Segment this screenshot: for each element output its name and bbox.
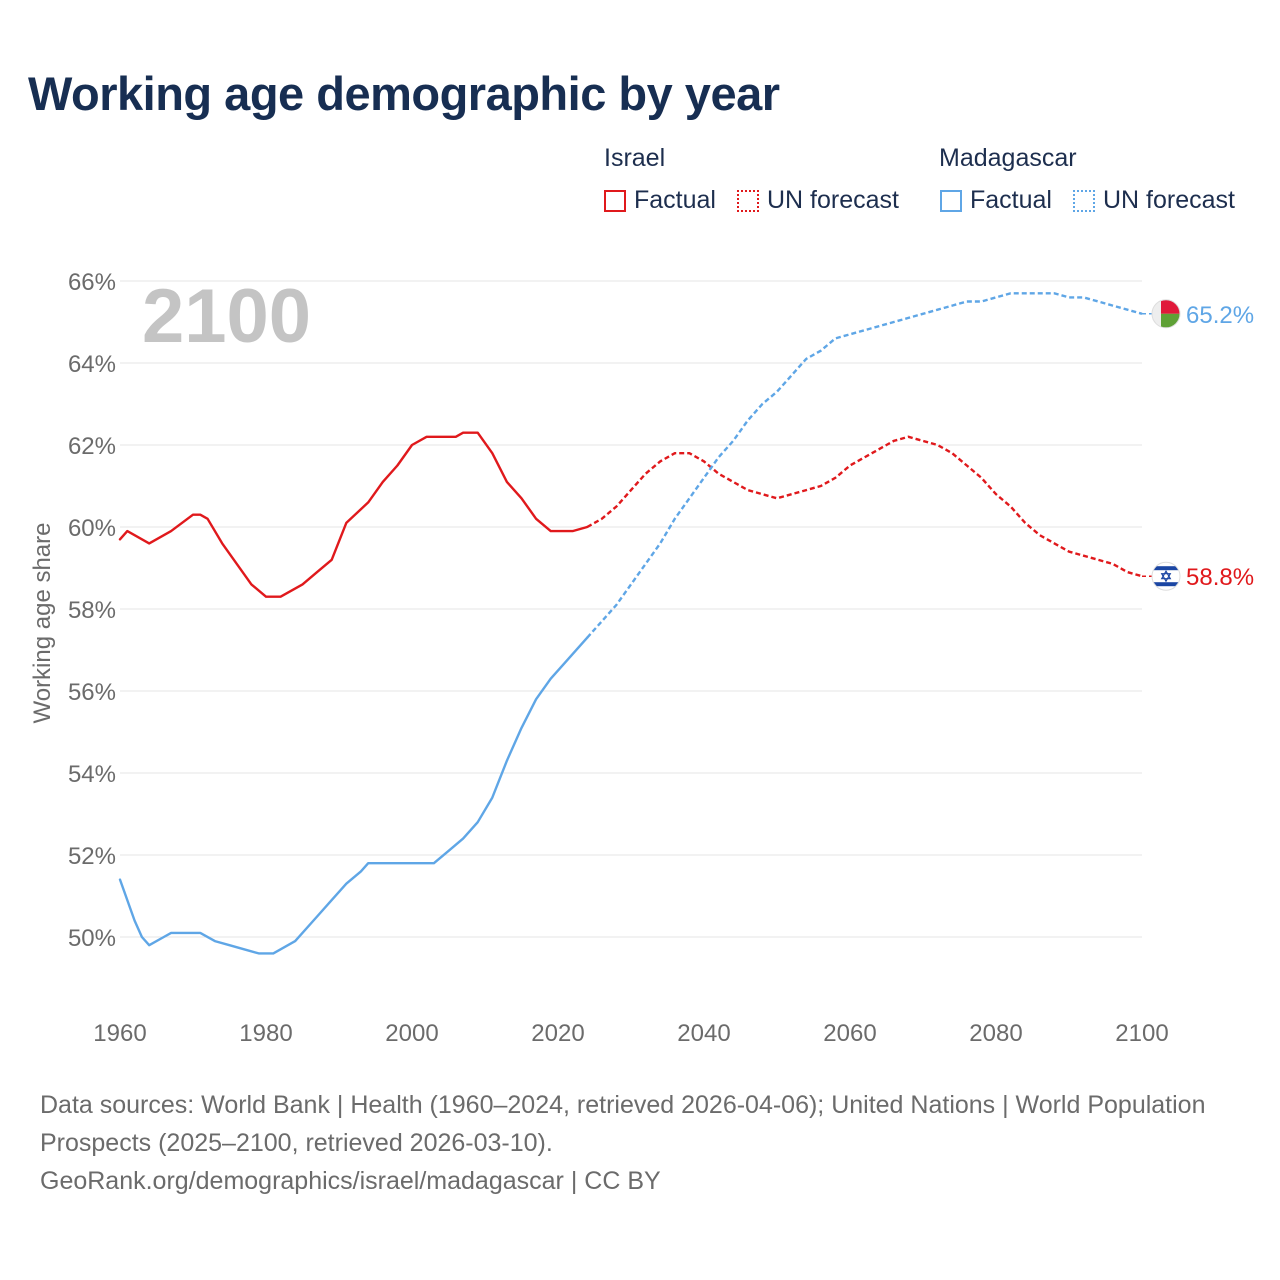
legend-item-israel-forecast[interactable]: UN forecast: [737, 186, 899, 215]
end-value-label-israel: 58.8%: [1186, 564, 1254, 591]
legend-swatch-israel-forecast: [737, 189, 759, 212]
footer: Data sources: World Bank | Health (1960–…: [40, 1086, 1240, 1200]
x-tick-label: 2100: [1115, 1020, 1168, 1047]
legend-group-madagascar: Madagascar: [939, 144, 1077, 172]
y-tick-label: 58%: [68, 597, 116, 624]
legend-swatch-israel-factual: [604, 189, 626, 212]
legend-group-israel: Israel: [604, 144, 666, 172]
chart-grid: [120, 280, 1142, 938]
y-tick-label: 54%: [68, 761, 116, 788]
series-lines: [118, 292, 1143, 955]
legend-swatch-madagascar-factual: [940, 189, 962, 212]
series-line-madagascar-factual: [118, 636, 589, 955]
x-tick-label: 2060: [823, 1020, 876, 1047]
series-line-israel-factual: [118, 431, 589, 598]
end-value-label-madagascar: 65.2%: [1186, 302, 1254, 329]
legend-label-israel-factual: Factual: [634, 186, 716, 214]
x-tick-label: 1960: [93, 1020, 146, 1047]
x-tick-label: 2020: [531, 1020, 584, 1047]
year-watermark: 2100: [142, 274, 311, 359]
legend-label-israel-forecast: UN forecast: [767, 186, 899, 214]
x-tick-label: 2080: [969, 1020, 1022, 1047]
madagascar-flag-icon: [1151, 299, 1181, 329]
x-tick-label: 2040: [677, 1020, 730, 1047]
legend-item-madagascar-factual[interactable]: Factual: [940, 186, 1052, 215]
data-sources: Data sources: World Bank | Health (1960–…: [40, 1091, 1206, 1157]
end-markers: 58.8% 65.2%: [1142, 299, 1254, 591]
legend-item-madagascar-forecast[interactable]: UN forecast: [1073, 186, 1235, 215]
y-axis-label: Working age share: [29, 523, 56, 724]
y-tick-label: 50%: [68, 925, 116, 952]
page-title: Working age demographic by year: [28, 67, 780, 120]
y-tick-label: 62%: [68, 433, 116, 460]
legend-item-israel-factual[interactable]: Factual: [604, 186, 716, 215]
y-tick-label: 56%: [68, 679, 116, 706]
israel-flag-icon: [1151, 561, 1181, 591]
x-axis-ticks: 1960 1980 2000 2020 2040 2060 2080 2100: [93, 1020, 1168, 1047]
y-axis-ticks: 50% 52% 54% 56% 58% 60% 62% 64% 66%: [68, 269, 116, 952]
series-line-israel-forecast: [586, 435, 1143, 578]
y-tick-label: 52%: [68, 843, 116, 870]
legend-label-madagascar-factual: Factual: [970, 186, 1052, 214]
legend-label-madagascar-forecast: UN forecast: [1103, 186, 1235, 214]
credit-link[interactable]: GeoRank.org/demographics/israel/madagasc…: [40, 1167, 661, 1195]
series-line-madagascar-forecast: [586, 292, 1143, 639]
y-tick-label: 60%: [68, 515, 116, 542]
y-tick-label: 64%: [68, 351, 116, 378]
legend-swatch-madagascar-forecast: [1073, 189, 1095, 212]
y-tick-label: 66%: [68, 269, 116, 296]
x-tick-label: 1980: [239, 1020, 292, 1047]
x-tick-label: 2000: [385, 1020, 438, 1047]
line-chart: 2100 50% 52% 54% 56% 58% 60% 62% 64% 66% 1960 198…: [29, 269, 1254, 1047]
